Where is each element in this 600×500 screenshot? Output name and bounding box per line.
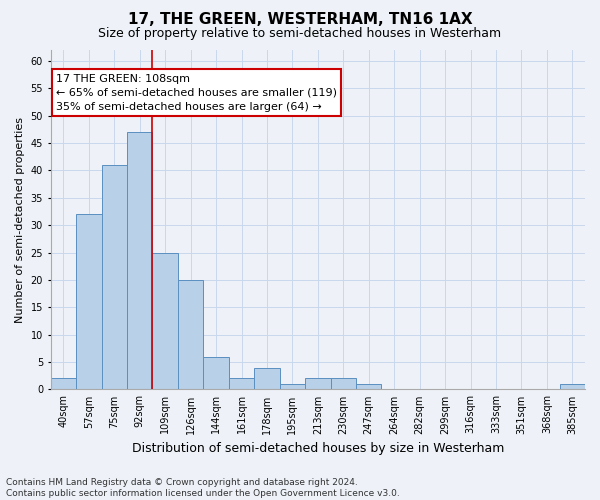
- Bar: [152, 252, 178, 390]
- Bar: [254, 368, 280, 390]
- Bar: [178, 280, 203, 390]
- Text: 17, THE GREEN, WESTERHAM, TN16 1AX: 17, THE GREEN, WESTERHAM, TN16 1AX: [128, 12, 472, 28]
- Text: Contains HM Land Registry data © Crown copyright and database right 2024.
Contai: Contains HM Land Registry data © Crown c…: [6, 478, 400, 498]
- Bar: [203, 356, 229, 390]
- Bar: [101, 165, 127, 390]
- Bar: [356, 384, 382, 390]
- Bar: [280, 384, 305, 390]
- Bar: [560, 384, 585, 390]
- Bar: [229, 378, 254, 390]
- Bar: [127, 132, 152, 390]
- Text: Size of property relative to semi-detached houses in Westerham: Size of property relative to semi-detach…: [98, 28, 502, 40]
- Bar: [305, 378, 331, 390]
- Text: 17 THE GREEN: 108sqm
← 65% of semi-detached houses are smaller (119)
35% of semi: 17 THE GREEN: 108sqm ← 65% of semi-detac…: [56, 74, 337, 112]
- Y-axis label: Number of semi-detached properties: Number of semi-detached properties: [15, 116, 25, 322]
- Bar: [331, 378, 356, 390]
- Bar: [50, 378, 76, 390]
- X-axis label: Distribution of semi-detached houses by size in Westerham: Distribution of semi-detached houses by …: [131, 442, 504, 455]
- Bar: [76, 214, 101, 390]
